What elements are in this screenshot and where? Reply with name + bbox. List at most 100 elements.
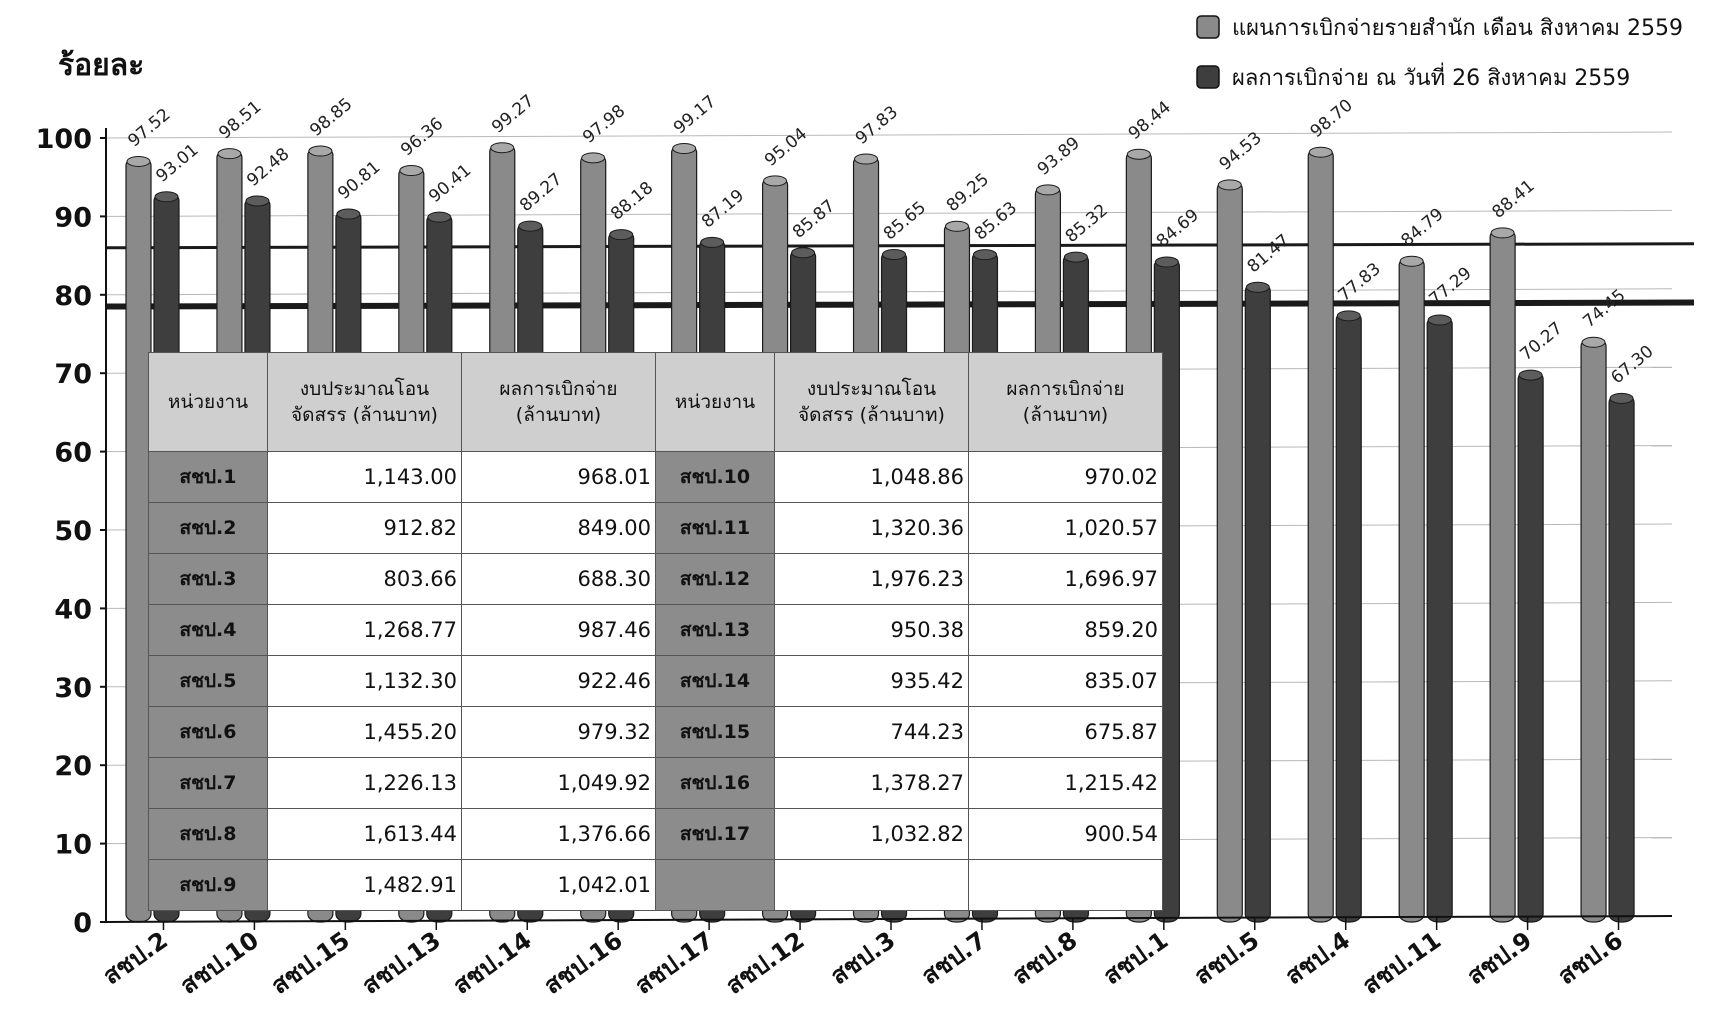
table-row: สชป.8 1,613.44 1,376.66 สชป.17 1,032.82 900.5… xyxy=(148,808,1163,860)
table-row: สชป.3 803.66 688.30 สชป.12 1,976.23 1,696.97 xyxy=(148,553,1163,605)
table-row: สชป.9 1,482.91 1,042.01 xyxy=(148,859,1163,911)
bar-cap xyxy=(154,191,179,203)
table-unit-cell: สชป.17 xyxy=(655,808,775,860)
table-row: สชป.2 912.82 849.00 สชป.11 1,320.36 1,020.57 xyxy=(148,502,1163,554)
x-tick-label: สชป.7 xyxy=(916,926,991,990)
table-value-cell: 1,048.86 xyxy=(774,451,969,503)
x-tick-label: สชป.3 xyxy=(825,926,900,990)
table-row: สชป.6 1,455.20 979.32 สชป.15 744.23 675.87 xyxy=(148,706,1163,758)
table-value-cell: 922.46 xyxy=(461,655,656,707)
table-unit-cell: สชป.13 xyxy=(655,604,775,656)
bar-actual xyxy=(1517,370,1544,923)
table-header-cell: หน่วยงาน xyxy=(655,352,775,452)
bar-cap xyxy=(882,249,907,261)
table-value-cell: 1,376.66 xyxy=(461,808,656,860)
data-label: 98.85 xyxy=(306,94,356,141)
table-header-cell: งบประมาณโอน จัดสรร (ล้านบาท) xyxy=(774,352,969,452)
y-tick-label: 60 xyxy=(54,438,92,469)
data-label: 93.01 xyxy=(152,140,202,187)
reference-line xyxy=(105,242,1695,250)
budget-table: หน่วยงาน งบประมาณโอน จัดสรร (ล้านบาท) ผลกา… xyxy=(148,352,1163,911)
x-tick-label: สชป.17 xyxy=(630,926,719,1000)
table-header-row: หน่วยงาน งบประมาณโอน จัดสรร (ล้านบาท) ผลกา… xyxy=(148,352,1163,452)
bar-actual xyxy=(1608,393,1635,923)
table-unit-cell: สชป.4 xyxy=(148,604,268,656)
table-value-cell: 859.20 xyxy=(968,604,1163,656)
bar-cap xyxy=(854,153,879,165)
table-header-cell: ผลการเบิกจ่าย (ล้านบาท) xyxy=(461,352,656,452)
x-tick-label: สชป.1 xyxy=(1098,926,1173,990)
x-tick-label: สชป.4 xyxy=(1280,926,1355,990)
bar-plan xyxy=(1307,147,1334,923)
bar-cap xyxy=(581,152,606,164)
table-value-cell: 688.30 xyxy=(461,553,656,605)
bar-cap xyxy=(609,229,634,241)
table-value-cell: 675.87 xyxy=(968,706,1163,758)
y-tick-label: 80 xyxy=(54,281,92,312)
table-value-cell: 950.38 xyxy=(774,604,969,656)
table-unit-cell: สชป.10 xyxy=(655,451,775,503)
table-value-cell: 912.82 xyxy=(267,502,462,554)
table-value-cell: 979.32 xyxy=(461,706,656,758)
data-label: 85.32 xyxy=(1062,200,1112,247)
table-value-cell: 849.00 xyxy=(461,502,656,554)
table-value-cell: 744.23 xyxy=(774,706,969,758)
table-value-cell: 1,268.77 xyxy=(267,604,462,656)
table-unit-cell: สชป.7 xyxy=(148,757,268,809)
bar-cap xyxy=(1245,281,1270,293)
table-value-cell: 1,032.82 xyxy=(774,808,969,860)
data-label: 87.19 xyxy=(698,186,748,233)
table-value-cell: 1,132.30 xyxy=(267,655,462,707)
x-tick-label: สชป.16 xyxy=(539,926,628,1000)
table-value-cell: 935.42 xyxy=(774,655,969,707)
data-label: 74.45 xyxy=(1579,286,1629,333)
y-tick-label: 90 xyxy=(54,202,92,233)
bar-cap xyxy=(336,208,361,220)
bar-cap xyxy=(217,148,242,160)
bar-cap xyxy=(700,236,725,248)
bar-cap xyxy=(308,145,333,157)
data-label: 99.27 xyxy=(488,91,538,138)
bar-plan xyxy=(1216,180,1243,923)
table-value-cell: 970.02 xyxy=(968,451,1163,503)
x-tick-label: สชป.12 xyxy=(721,926,810,1000)
table-row: สชป.5 1,132.30 922.46 สชป.14 935.42 835.07 xyxy=(148,655,1163,707)
bar-cap xyxy=(1490,227,1515,239)
table-value-cell: 968.01 xyxy=(461,451,656,503)
x-tick-label: สชป.8 xyxy=(1007,926,1082,990)
bar-cap xyxy=(944,220,969,232)
y-tick-label: 100 xyxy=(36,124,92,155)
data-label: 98.51 xyxy=(215,97,265,144)
bar-cap xyxy=(1154,256,1179,268)
data-label: 95.04 xyxy=(761,124,811,171)
data-label: 85.63 xyxy=(971,198,1021,245)
bar-cap xyxy=(1336,310,1361,322)
data-label: 85.65 xyxy=(880,198,930,245)
legend-entry: แผนการเบิกจ่ายรายสำนัก เดือน สิงหาคม 255… xyxy=(1232,16,1683,41)
bar-cap xyxy=(791,247,816,259)
bar-cap xyxy=(1399,255,1424,267)
table-value-cell: 1,613.44 xyxy=(267,808,462,860)
table-value-cell: 1,696.97 xyxy=(968,553,1163,605)
bar-cap xyxy=(1427,314,1452,326)
table-unit-cell: สชป.5 xyxy=(148,655,268,707)
table-value-cell: 803.66 xyxy=(267,553,462,605)
bar-cap xyxy=(1581,336,1606,348)
data-label: 97.52 xyxy=(124,105,174,152)
legend: แผนการเบิกจ่ายรายสำนัก เดือน สิงหาคม 255… xyxy=(1196,15,1683,91)
gridline xyxy=(105,131,1673,139)
x-tick-label: สชป.15 xyxy=(266,926,355,1000)
table-header-cell: หน่วยงาน xyxy=(148,352,268,452)
table-value-cell: 1,042.01 xyxy=(461,859,656,911)
x-axis-line xyxy=(105,915,1673,923)
table-value-cell: 1,020.57 xyxy=(968,502,1163,554)
x-tick-label: สชป.5 xyxy=(1189,926,1264,990)
table-unit-cell: สชป.11 xyxy=(655,502,775,554)
x-tick-label: สชป.6 xyxy=(1553,926,1628,990)
table-header-cell: ผลการเบิกจ่าย (ล้านบาท) xyxy=(968,352,1163,452)
bar-actual xyxy=(1335,311,1362,923)
x-tick-label: สชป.14 xyxy=(448,926,537,1000)
legend-entry: ผลการเบิกจ่าย ณ วันที่ 26 สิงหาคม 2559 xyxy=(1232,62,1630,91)
bar-cap xyxy=(427,211,452,223)
